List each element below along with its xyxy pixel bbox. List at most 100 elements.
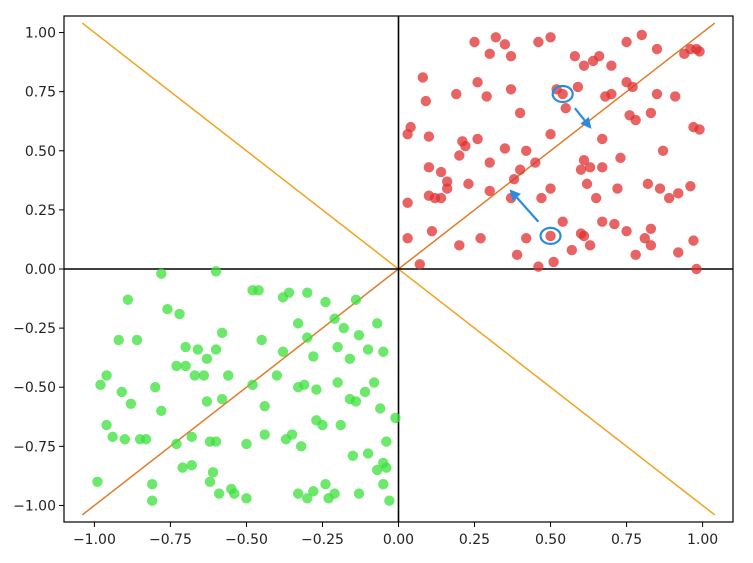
point-red [654,183,666,194]
point-red [454,150,465,161]
point-red [581,178,593,190]
point-green [335,419,346,431]
point-red [688,235,699,246]
y-tick-label: 0.25 [25,203,56,219]
point-green [92,476,103,488]
x-tick-label: 0.50 [535,532,566,548]
point-red [694,46,705,57]
point-red [642,178,654,190]
point-green [156,405,167,417]
point-green [146,495,158,506]
point-green [177,462,188,473]
point-red [505,50,517,62]
y-axis-ticks: −1.00 −0.75 −0.50 −0.25 0.00 0.25 0.50 0.75 1.00 [13,26,64,514]
point-red [584,162,596,173]
point-green [216,327,228,339]
point-green [253,285,264,296]
x-tick-label: −0.25 [301,532,344,548]
point-green [286,429,298,440]
highlight-circle [551,84,574,104]
point-red [651,43,663,55]
y-tick-label: −0.25 [13,321,56,337]
x-tick-label: 1.00 [687,532,718,548]
point-green [332,341,343,353]
point-green [308,486,319,497]
point-red [621,225,632,237]
point-red [484,48,495,60]
point-green [317,419,328,431]
point-green [359,386,371,398]
x-tick-label: 0.25 [459,532,490,548]
point-red [557,216,568,227]
point-green [384,495,395,506]
x-tick-label: −0.50 [225,532,268,548]
point-red [606,60,617,71]
point-red [612,183,623,194]
point-green [375,403,386,414]
point-green [338,322,349,334]
y-tick-label: −0.50 [13,380,56,396]
point-green [295,441,307,452]
point-red [691,263,702,275]
point-green [174,308,185,320]
point-red [694,124,705,135]
point-green [186,460,197,471]
x-tick-label: 0.75 [611,532,642,548]
point-red [651,88,663,100]
point-red [508,173,520,185]
x-axis-ticks: −1.00 −0.75 −0.50 −0.25 0.00 0.25 0.50 0.75 1.00 [73,522,718,548]
annotations [509,84,592,245]
data-points [92,29,705,506]
point-green [95,379,106,391]
point-red [423,162,435,173]
point-green [113,334,124,346]
point-green [378,478,389,490]
point-green [140,434,152,445]
point-red [606,88,617,100]
point-red [435,166,447,178]
point-green [229,488,240,499]
point-green [204,476,216,488]
point-red [402,197,413,208]
point-green [101,370,112,381]
point-green [381,436,392,447]
y-tick-label: 1.00 [25,26,56,42]
point-green [216,393,228,405]
point-green [344,353,356,365]
y-tick-label: 0.50 [25,144,56,160]
point-green [201,396,213,407]
point-green [347,450,359,461]
point-green [353,330,365,341]
point-red [545,230,556,242]
point-red [639,233,651,244]
point-green [213,488,225,499]
point-red [575,164,587,175]
point-red [548,256,559,268]
point-red [590,192,602,204]
point-green [150,382,161,393]
point-green [277,346,289,357]
point-red [423,131,435,142]
point-red [402,233,413,244]
point-red [414,259,425,270]
y-tick-label: −1.00 [13,498,56,514]
point-green [198,370,210,381]
point-red [484,157,495,168]
zero-axis-lines [64,16,733,522]
point-red [545,183,556,194]
point-red [490,32,502,43]
point-green [259,400,270,412]
point-red [630,249,641,261]
point-green [189,370,200,381]
point-green [241,493,252,504]
point-red [533,261,544,272]
point-green [353,488,365,499]
point-green [350,396,362,407]
point-red [560,103,571,114]
point-red [597,133,608,145]
point-green [256,334,267,346]
x-tick-label: −1.00 [73,532,116,548]
point-red [627,81,638,93]
point-green [116,386,127,398]
point-green [101,419,112,431]
